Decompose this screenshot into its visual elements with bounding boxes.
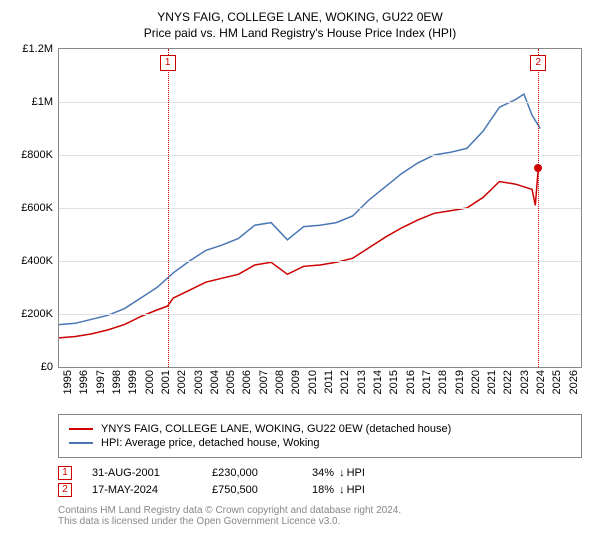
sales-date: 31-AUG-2001 — [92, 467, 192, 479]
x-tick-label: 2014 — [372, 370, 384, 394]
sales-price: £750,500 — [212, 484, 292, 496]
x-tick-label: 2016 — [405, 370, 417, 394]
series-line-hpi — [59, 94, 540, 325]
x-tick-label: 2013 — [356, 370, 368, 394]
marker-label-box: 1 — [160, 55, 176, 71]
y-tick-label: £400K — [21, 255, 59, 267]
chart-plot-area: £0£200K£400K£600K£800K£1M£1.2M12 — [58, 48, 582, 368]
sales-row: 1 31-AUG-2001 £230,000 34% HPI — [58, 466, 582, 480]
sales-row: 2 17-MAY-2024 £750,500 18% HPI — [58, 483, 582, 497]
x-tick-label: 2009 — [290, 370, 302, 394]
x-tick-label: 2003 — [193, 370, 205, 394]
x-tick-label: 1999 — [127, 370, 139, 394]
gridline — [59, 155, 581, 156]
gridline — [59, 208, 581, 209]
x-tick-label: 2025 — [551, 370, 563, 394]
series-line-price_paid — [59, 168, 538, 338]
x-tick-label: 2024 — [535, 370, 547, 394]
x-tick-label: 2001 — [160, 370, 172, 394]
sales-date: 17-MAY-2024 — [92, 484, 192, 496]
legend-label: YNYS FAIG, COLLEGE LANE, WOKING, GU22 0E… — [101, 423, 451, 435]
x-tick-label: 2019 — [454, 370, 466, 394]
x-tick-label: 2006 — [241, 370, 253, 394]
x-tick-label: 1997 — [95, 370, 107, 394]
arrow-down-icon — [337, 467, 347, 479]
x-tick-label: 1998 — [111, 370, 123, 394]
x-tick-label: 2002 — [176, 370, 188, 394]
footer-line-2: This data is licensed under the Open Gov… — [58, 516, 582, 527]
chart-container: YNYS FAIG, COLLEGE LANE, WOKING, GU22 0E… — [0, 0, 600, 560]
gridline — [59, 102, 581, 103]
end-point-marker — [534, 164, 542, 172]
x-tick-label: 2004 — [209, 370, 221, 394]
x-tick-label: 2015 — [388, 370, 400, 394]
legend-item: HPI: Average price, detached house, Woki… — [69, 437, 571, 449]
sales-diff: 18% HPI — [312, 484, 392, 496]
vertical-marker-line — [168, 49, 169, 367]
sales-price: £230,000 — [212, 467, 292, 479]
chart-title: YNYS FAIG, COLLEGE LANE, WOKING, GU22 0E… — [14, 10, 586, 24]
x-tick-label: 2017 — [421, 370, 433, 394]
x-tick-label: 2023 — [519, 370, 531, 394]
chart-subtitle: Price paid vs. HM Land Registry's House … — [14, 26, 586, 40]
y-tick-label: £0 — [41, 361, 59, 373]
sales-index-box: 2 — [58, 483, 72, 497]
x-tick-label: 1995 — [62, 370, 74, 394]
x-tick-label: 2021 — [486, 370, 498, 394]
x-tick-label: 2012 — [339, 370, 351, 394]
y-tick-label: £1M — [32, 96, 59, 108]
x-tick-label: 2026 — [568, 370, 580, 394]
legend-swatch — [69, 442, 93, 444]
y-tick-label: £800K — [21, 149, 59, 161]
gridline — [59, 261, 581, 262]
x-tick-label: 2010 — [307, 370, 319, 394]
gridline — [59, 314, 581, 315]
x-tick-label: 2008 — [274, 370, 286, 394]
y-tick-label: £200K — [21, 308, 59, 320]
x-tick-label: 1996 — [78, 370, 90, 394]
arrow-down-icon — [337, 484, 347, 496]
y-tick-label: £600K — [21, 202, 59, 214]
y-tick-label: £1.2M — [22, 43, 59, 55]
legend-item: YNYS FAIG, COLLEGE LANE, WOKING, GU22 0E… — [69, 423, 571, 435]
sales-diff: 34% HPI — [312, 467, 392, 479]
footer-text: Contains HM Land Registry data © Crown c… — [58, 505, 582, 527]
marker-label-box: 2 — [530, 55, 546, 71]
legend: YNYS FAIG, COLLEGE LANE, WOKING, GU22 0E… — [58, 414, 582, 458]
x-tick-label: 2020 — [470, 370, 482, 394]
x-tick-label: 2007 — [258, 370, 270, 394]
x-tick-label: 2018 — [437, 370, 449, 394]
x-tick-label: 2011 — [323, 370, 335, 394]
x-tick-label: 2005 — [225, 370, 237, 394]
footer-line-1: Contains HM Land Registry data © Crown c… — [58, 505, 582, 516]
vertical-marker-line — [538, 49, 539, 367]
sales-table: 1 31-AUG-2001 £230,000 34% HPI 2 17-MAY-… — [58, 466, 582, 497]
legend-swatch — [69, 428, 93, 430]
x-axis-labels: 1995 1996 1997 1998 1999 2000 2001 2002 2003 2004… — [58, 368, 582, 408]
sales-index-box: 1 — [58, 466, 72, 480]
x-tick-label: 2000 — [144, 370, 156, 394]
legend-label: HPI: Average price, detached house, Woki… — [101, 437, 320, 449]
x-tick-label: 2022 — [502, 370, 514, 394]
